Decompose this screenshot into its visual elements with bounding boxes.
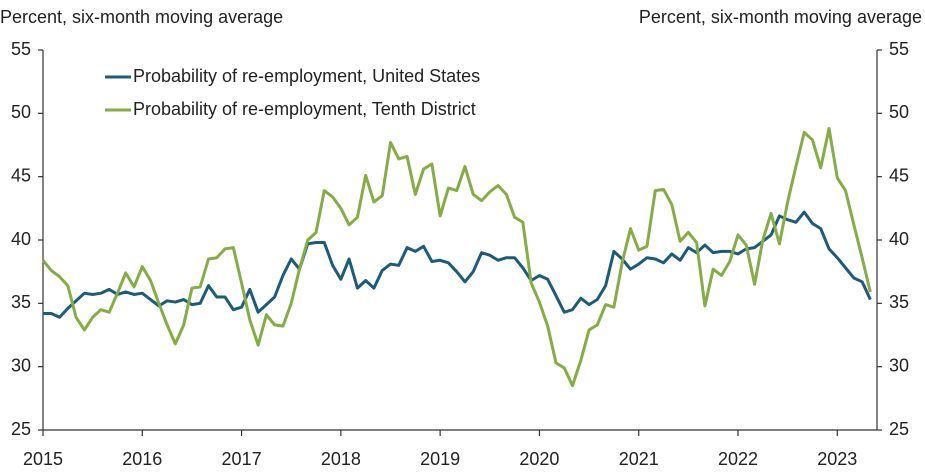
y-tick-label: 45 <box>11 165 31 185</box>
series-line <box>43 210 872 319</box>
x-tick-label: 2022 <box>718 449 758 469</box>
x-tick-label: 2015 <box>23 449 63 469</box>
y-axis-label: Percent, six-month moving average <box>0 7 283 27</box>
legend-label: Probability of re-employment, Tenth Dist… <box>133 99 476 119</box>
y2-tick-label: 50 <box>889 102 909 122</box>
x-tick-label: 2021 <box>619 449 659 469</box>
y2-tick-label: 40 <box>889 229 909 249</box>
x-tick-label: 2016 <box>122 449 162 469</box>
legend-label: Probability of re-employment, United Sta… <box>133 66 480 86</box>
y-tick-label: 35 <box>11 292 31 312</box>
x-tick-label: 2020 <box>519 449 559 469</box>
y-tick-label: 25 <box>11 419 31 439</box>
x-tick-label: 2018 <box>321 449 361 469</box>
y2-tick-label: 55 <box>889 39 909 59</box>
series-line <box>41 127 872 388</box>
y-tick-label: 40 <box>11 229 31 249</box>
x-tick-label: 2019 <box>420 449 460 469</box>
y-tick-label: 50 <box>11 102 31 122</box>
y-tick-label: 30 <box>11 355 31 375</box>
y2-tick-label: 35 <box>889 292 909 312</box>
x-tick-label: 2023 <box>817 449 857 469</box>
y-tick-label: 55 <box>11 39 31 59</box>
y2-axis-label: Percent, six-month moving average <box>639 7 922 27</box>
x-tick-label: 2017 <box>222 449 262 469</box>
y2-tick-label: 30 <box>889 355 909 375</box>
y2-tick-label: 45 <box>889 165 909 185</box>
y2-tick-label: 25 <box>889 419 909 439</box>
